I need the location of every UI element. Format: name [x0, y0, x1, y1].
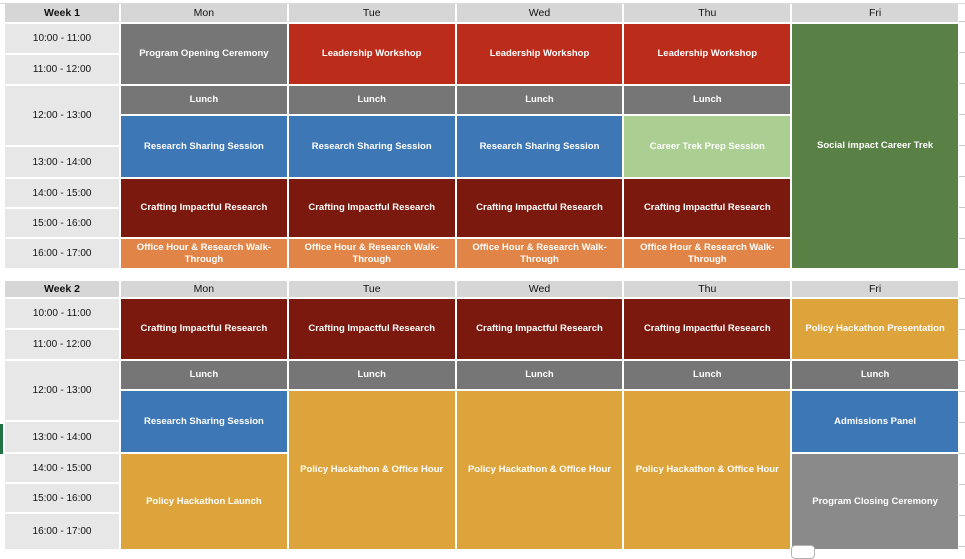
event-block[interactable]: Lunch — [456, 361, 623, 389]
event-block[interactable]: Policy Hackathon Presentation — [792, 299, 958, 359]
event-block[interactable]: Crafting Impactful Research — [456, 299, 623, 359]
event-block[interactable]: Lunch — [624, 361, 791, 389]
event-block[interactable]: Crafting Impactful Research — [121, 179, 287, 237]
event-block[interactable]: Research Sharing Session — [121, 116, 287, 177]
event-block[interactable]: Lunch — [288, 86, 455, 114]
sheet-object-handle[interactable] — [791, 545, 815, 559]
event-block[interactable]: Office Hour & Research Walk-Through — [288, 239, 455, 268]
week1-label-cell[interactable]: Week 1 — [5, 4, 119, 22]
event-block[interactable]: Policy Hackathon & Office Hour — [456, 391, 623, 549]
day-header-thu[interactable]: Thu — [624, 4, 791, 22]
event-block[interactable]: Crafting Impactful Research — [456, 179, 623, 237]
day-header-fri[interactable]: Fri — [792, 281, 958, 297]
event-block[interactable]: Policy Hackathon & Office Hour — [288, 391, 455, 549]
time-slot-label[interactable]: 14:00 - 15:00 — [5, 179, 119, 207]
event-block[interactable]: Crafting Impactful Research — [288, 299, 455, 359]
event-block[interactable]: Research Sharing Session — [121, 391, 287, 452]
time-slot-label[interactable]: 13:00 - 14:00 — [5, 422, 119, 452]
week2-label-cell[interactable]: Week 2 — [5, 281, 119, 297]
event-block[interactable]: Program Closing Ceremony — [792, 454, 958, 549]
gridline-stubs-week1 — [959, 21, 965, 270]
event-block[interactable]: Crafting Impactful Research — [624, 299, 791, 359]
event-block[interactable]: Leadership Workshop — [456, 24, 623, 84]
time-slot-label[interactable]: 10:00 - 11:00 — [5, 299, 119, 328]
event-block[interactable]: Crafting Impactful Research — [624, 179, 791, 237]
event-block[interactable]: Lunch — [288, 361, 455, 389]
event-block[interactable]: Admissions Panel — [792, 391, 958, 452]
time-slot-label[interactable]: 10:00 - 11:00 — [5, 24, 119, 53]
top-gridline — [0, 3, 965, 4]
event-block[interactable]: Social impact Career Trek — [792, 24, 958, 268]
day-header-wed[interactable]: Wed — [456, 281, 623, 297]
event-block[interactable]: Crafting Impactful Research — [121, 299, 287, 359]
event-block[interactable]: Lunch — [121, 86, 287, 114]
day-header-thu[interactable]: Thu — [624, 281, 791, 297]
day-header-fri[interactable]: Fri — [792, 4, 958, 22]
event-block[interactable]: Office Hour & Research Walk-Through — [624, 239, 791, 268]
event-block[interactable]: Program Opening Ceremony — [121, 24, 287, 84]
day-header-mon[interactable]: Mon — [121, 4, 287, 22]
event-block[interactable]: Research Sharing Session — [288, 116, 455, 177]
event-block[interactable]: Crafting Impactful Research — [288, 179, 455, 237]
time-slot-label[interactable]: 16:00 - 17:00 — [5, 514, 119, 549]
event-block[interactable]: Research Sharing Session — [456, 116, 623, 177]
time-slot-label[interactable]: 12:00 - 13:00 — [5, 361, 119, 420]
event-block[interactable]: Office Hour & Research Walk-Through — [456, 239, 623, 268]
gridline-stubs-week2 — [959, 298, 965, 550]
day-header-tue[interactable]: Tue — [288, 4, 455, 22]
day-header-wed[interactable]: Wed — [456, 4, 623, 22]
time-slot-label[interactable]: 15:00 - 16:00 — [5, 484, 119, 512]
event-block[interactable]: Lunch — [792, 361, 958, 389]
time-slot-label[interactable]: 14:00 - 15:00 — [5, 454, 119, 482]
event-block[interactable]: Career Trek Prep Session — [624, 116, 791, 177]
event-block[interactable]: Policy Hackathon & Office Hour — [624, 391, 791, 549]
event-block[interactable]: Leadership Workshop — [624, 24, 791, 84]
day-header-mon[interactable]: Mon — [121, 281, 287, 297]
time-slot-label[interactable]: 12:00 - 13:00 — [5, 86, 119, 145]
time-slot-label[interactable]: 11:00 - 12:00 — [5, 330, 119, 359]
event-block[interactable]: Lunch — [121, 361, 287, 389]
day-header-tue[interactable]: Tue — [288, 281, 455, 297]
time-slot-label[interactable]: 11:00 - 12:00 — [5, 55, 119, 84]
time-slot-label[interactable]: 16:00 - 17:00 — [5, 239, 119, 268]
event-block[interactable]: Leadership Workshop — [288, 24, 455, 84]
event-block[interactable]: Lunch — [624, 86, 791, 114]
week2-schedule-grid: Week 2 Mon Tue Wed Thu Fri 10:00 - 11:00 11:00… — [5, 281, 958, 549]
week1-schedule-grid: Week 1 Mon Tue Wed Thu Fri 10:00 - 11:00 11:00… — [5, 4, 958, 268]
time-slot-label[interactable]: 15:00 - 16:00 — [5, 209, 119, 237]
time-slot-label[interactable]: 13:00 - 14:00 — [5, 147, 119, 177]
event-block[interactable]: Office Hour & Research Walk-Through — [121, 239, 287, 268]
row-selection-indicator — [0, 424, 3, 454]
event-block[interactable]: Policy Hackathon Launch — [121, 454, 287, 549]
event-block[interactable]: Lunch — [456, 86, 623, 114]
